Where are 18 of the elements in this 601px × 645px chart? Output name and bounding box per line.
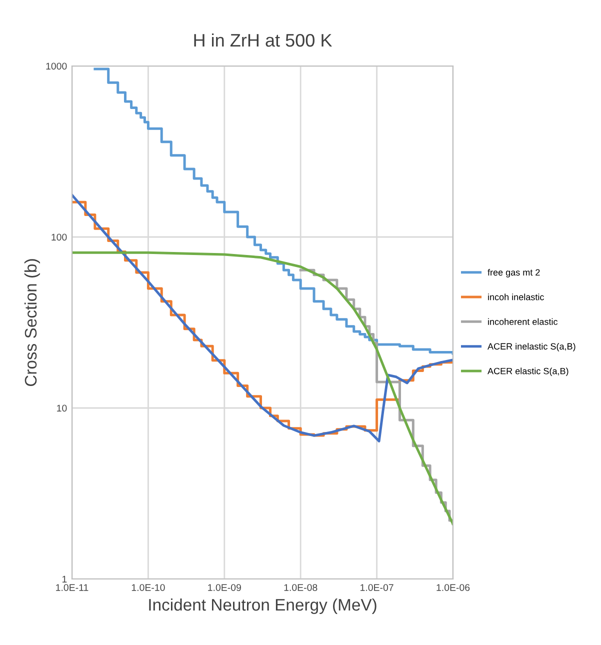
legend-label: free gas mt 2 xyxy=(488,268,540,278)
legend-label: ACER elastic S(a,B) xyxy=(488,368,568,376)
y-tick-label: 1 xyxy=(62,576,67,583)
x-tick-label: 1.0E-06 xyxy=(436,584,470,591)
y-axis-title: Cross Section (b) xyxy=(24,259,40,386)
x-tick-label: 1.0E-11 xyxy=(56,584,88,591)
y-tick-label: 100 xyxy=(52,234,67,241)
x-axis-title: Incident Neutron Energy (MeV) xyxy=(149,598,376,614)
x-tick-label: 1.0E-10 xyxy=(132,584,165,591)
x-tick-label: 1.0E-08 xyxy=(284,584,318,591)
x-tick-label: 1.0E-09 xyxy=(208,584,241,591)
legend-label: incoherent elastic xyxy=(488,318,558,325)
y-tick-label: 1000 xyxy=(46,62,67,70)
x-tick-label: 1.0E-07 xyxy=(360,584,394,591)
legend-label: ACER inelastic S(a,B) xyxy=(488,342,576,352)
chart-title: H in ZrH at 500 K xyxy=(194,33,332,47)
y-tick-label: 10 xyxy=(57,404,67,412)
legend-label: incoh inelastic xyxy=(488,294,544,300)
